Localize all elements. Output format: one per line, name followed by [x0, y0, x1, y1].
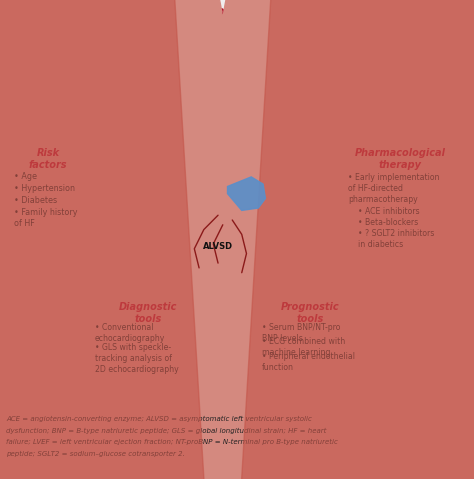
Text: • Peripheral endothelial
function: • Peripheral endothelial function [262, 352, 355, 372]
Text: Stage A: Stage A [33, 46, 76, 56]
Text: Stage B: Stage B [140, 46, 182, 56]
Text: Pharmacological
therapy: Pharmacological therapy [355, 148, 446, 170]
Text: Asymptomatic cardiac
structural or functional
abnormalities with an
LVEF <50%: Asymptomatic cardiac structural or funct… [118, 58, 204, 87]
Text: Structural heart
disease with
symptoms related
to HF: Structural heart disease with symptoms r… [241, 58, 309, 87]
Text: Risk
factors: Risk factors [29, 148, 67, 170]
Text: • Conventional
echocardiography: • Conventional echocardiography [95, 323, 165, 343]
Text: of Heart Failure Through its Different Stages: of Heart Failure Through its Different S… [8, 20, 319, 33]
Text: • GLS with speckle-
tracking analysis of
2D echocardiography: • GLS with speckle- tracking analysis of… [95, 343, 179, 374]
Text: • Beta-blockers: • Beta-blockers [358, 218, 418, 227]
Text: High risk of
developing HF: High risk of developing HF [27, 58, 82, 71]
Text: • Diabetes: • Diabetes [14, 196, 57, 205]
Text: Prognostic
tools: Prognostic tools [281, 302, 339, 324]
Text: Diagnostic
tools: Diagnostic tools [119, 302, 177, 324]
Text: ALVSD: ALVSD [203, 242, 233, 251]
Text: • Early implementation
of HF-directed
pharmacotherapy: • Early implementation of HF-directed ph… [348, 173, 439, 204]
Text: Stage C: Stage C [254, 46, 296, 56]
Text: • Family history
of HF: • Family history of HF [14, 208, 78, 228]
Text: • ECG combined with
machine learning: • ECG combined with machine learning [262, 337, 345, 357]
Text: failure; LVEF = left ventricular ejection fraction; NT-proBNP = N-terminal pro B: failure; LVEF = left ventricular ejectio… [6, 439, 338, 445]
Text: dysfunction; BNP = B-type natriuretic peptide; GLS = global longitudinal strain;: dysfunction; BNP = B-type natriuretic pe… [6, 427, 327, 433]
Text: Figure 1: Summary of an Approach to the Management: Figure 1: Summary of an Approach to the … [8, 5, 390, 18]
Text: peptide; SGLT2 = sodium–glucose cotransporter 2.: peptide; SGLT2 = sodium–glucose cotransp… [6, 451, 185, 456]
Polygon shape [228, 177, 265, 210]
Text: • Age: • Age [14, 172, 37, 181]
Text: • Serum BNP/NT-pro
BNP levels: • Serum BNP/NT-pro BNP levels [262, 323, 340, 343]
Text: Stage D: Stage D [376, 46, 420, 56]
Text: • ? SGLT2 inhibitors
in diabetics: • ? SGLT2 inhibitors in diabetics [358, 229, 434, 249]
Text: Progressive and/or
persistent features
of HF despite
optimised
medical therapy: Progressive and/or persistent features o… [363, 58, 434, 94]
Text: ACE = angiotensin-converting enzyme; ALVSD = asymptomatic left ventricular systo: ACE = angiotensin-converting enzyme; ALV… [6, 416, 312, 422]
Text: • Hypertension: • Hypertension [14, 184, 75, 193]
Text: • ACE inhibitors: • ACE inhibitors [358, 207, 419, 216]
